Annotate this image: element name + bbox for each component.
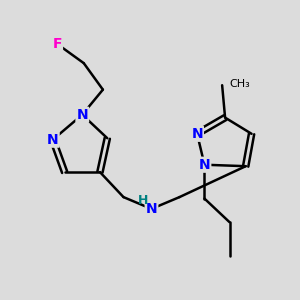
Text: CH₃: CH₃ — [230, 79, 250, 89]
Text: N: N — [199, 158, 210, 172]
Text: F: F — [52, 37, 62, 51]
Text: N: N — [47, 133, 58, 147]
Text: N: N — [191, 127, 203, 141]
Text: H: H — [138, 194, 148, 207]
Text: N: N — [146, 202, 157, 216]
Text: N: N — [76, 108, 88, 122]
